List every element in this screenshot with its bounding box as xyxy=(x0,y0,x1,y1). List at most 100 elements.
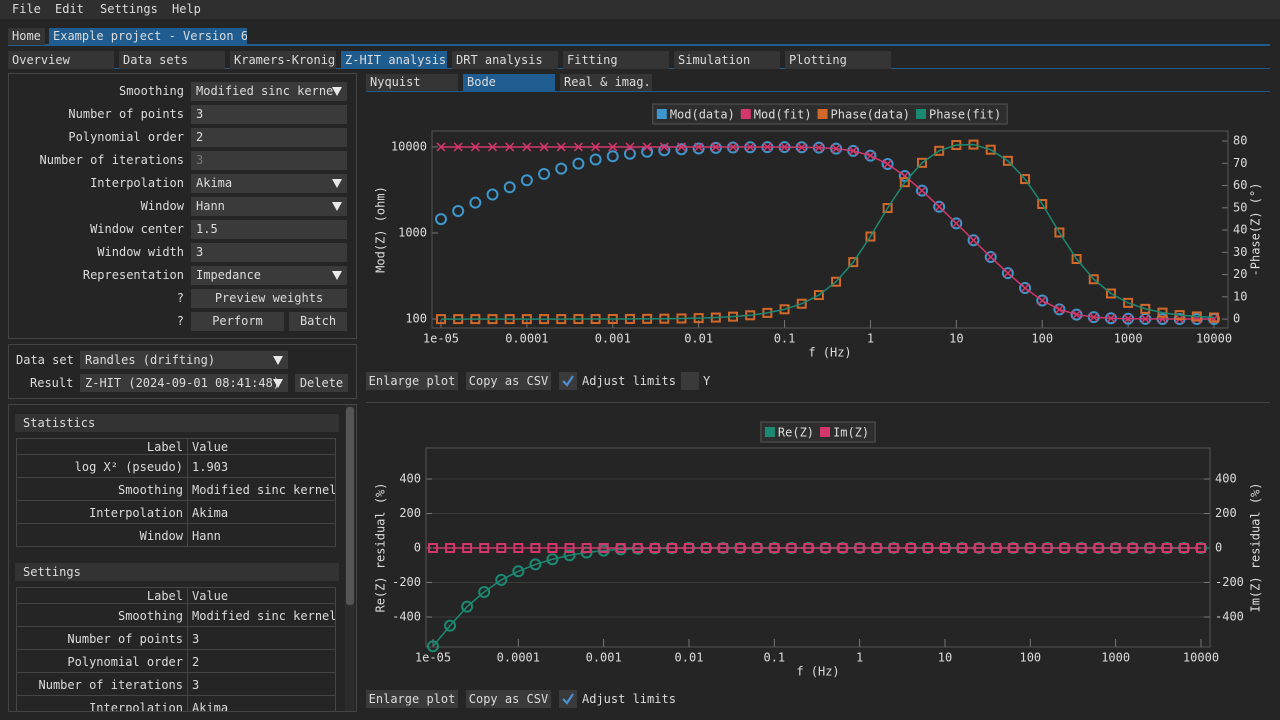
data-point xyxy=(865,151,875,161)
tab[interactable]: Kramers-Kronig xyxy=(230,51,336,69)
data-point xyxy=(718,543,729,554)
data-point xyxy=(591,142,601,152)
data-point xyxy=(486,188,499,201)
tab[interactable]: Data sets xyxy=(119,51,225,69)
dropdown[interactable]: Akima xyxy=(191,174,347,193)
y2-tick-label: 10 xyxy=(1233,289,1247,303)
menu-item[interactable]: Edit xyxy=(55,2,84,16)
data-point xyxy=(905,543,916,554)
data-point xyxy=(469,196,482,209)
data-point xyxy=(573,142,583,152)
plot-tab[interactable]: Nyquist xyxy=(366,74,458,91)
field-label: Polynomial order xyxy=(68,130,184,144)
data-point xyxy=(658,144,671,157)
input-field[interactable]: 1.5 xyxy=(191,220,347,239)
legend-swatch xyxy=(915,109,926,119)
project-tab[interactable]: Home xyxy=(8,28,45,45)
data-point xyxy=(831,276,842,287)
checkbox[interactable] xyxy=(681,372,699,390)
menu-item[interactable]: File xyxy=(12,2,41,16)
data-point xyxy=(694,142,704,152)
plot-tab[interactable]: Real & imag. xyxy=(560,74,652,91)
dropdown[interactable]: Randles (drifting) xyxy=(80,351,288,369)
y2-axis-label: -Phase(Z) (°) xyxy=(1249,183,1263,277)
data-point xyxy=(434,213,447,226)
section-header[interactable]: Settings xyxy=(15,563,339,581)
y-tick-label: 1000 xyxy=(398,225,427,239)
data-point xyxy=(814,143,824,153)
data-point xyxy=(883,159,893,169)
data-point xyxy=(452,205,465,218)
y2-tick-label: 50 xyxy=(1233,200,1247,214)
data-point xyxy=(968,235,979,245)
section-header[interactable]: Statistics xyxy=(15,414,339,432)
checkbox-label[interactable]: Adjust limits xyxy=(582,692,676,706)
input-field[interactable]: 3 xyxy=(191,105,347,124)
legend-label: Mod(data) xyxy=(670,108,735,122)
x-tick-label: 10 xyxy=(938,651,952,665)
help-marker[interactable]: ? xyxy=(176,314,184,328)
tab[interactable]: Z-HIT analysis xyxy=(341,51,447,69)
data-point xyxy=(1019,282,1032,295)
data-point xyxy=(984,250,997,263)
tab[interactable]: DRT analysis xyxy=(452,51,558,69)
data-point xyxy=(709,141,722,154)
tab[interactable]: Fitting xyxy=(563,51,669,69)
input-field[interactable]: 3 xyxy=(191,243,347,262)
scrollbar-thumb[interactable] xyxy=(346,407,354,605)
dropdown[interactable]: Impedance xyxy=(191,266,347,285)
tab[interactable]: Overview xyxy=(8,51,114,69)
button[interactable]: Enlarge plot xyxy=(366,690,458,708)
project-tab[interactable]: Example project - Version 6 xyxy=(49,28,247,45)
data-point xyxy=(1037,199,1048,210)
plot-tab-underline xyxy=(366,91,1270,92)
checkbox-label[interactable]: Adjust limits xyxy=(582,374,676,388)
field-label: Window center xyxy=(90,222,184,236)
button[interactable]: Batch xyxy=(289,312,347,331)
data-point xyxy=(934,202,944,212)
field-label: Number of points xyxy=(68,107,184,121)
dropdown[interactable]: Hann xyxy=(191,197,347,216)
data-point xyxy=(831,144,841,154)
y2-tick-label: -200 xyxy=(1215,575,1244,589)
dropdown[interactable]: Modified sinc kerne xyxy=(191,82,347,101)
field-label: Smoothing xyxy=(118,84,184,98)
checkbox[interactable] xyxy=(559,372,577,390)
data-point xyxy=(1020,283,1030,293)
y2-tick-label: 400 xyxy=(1215,472,1237,486)
checkbox[interactable] xyxy=(559,690,577,708)
data-point xyxy=(915,184,928,197)
data-point xyxy=(1036,294,1049,307)
x-axis-label: f (Hz) xyxy=(796,665,839,679)
data-point xyxy=(479,543,490,554)
checkbox-label[interactable]: Y xyxy=(703,374,711,388)
field-label: Interpolation xyxy=(90,176,184,190)
data-point xyxy=(934,145,945,156)
data-point xyxy=(803,543,814,554)
menu-item[interactable]: Settings xyxy=(100,2,158,16)
series-line xyxy=(440,146,1215,320)
checkmark-path xyxy=(562,693,574,705)
plot-tab[interactable]: Bode xyxy=(463,74,555,91)
button[interactable]: Copy as CSV xyxy=(466,372,551,390)
button[interactable]: Preview weights xyxy=(191,289,347,308)
data-point xyxy=(985,144,996,155)
button[interactable]: Delete xyxy=(295,374,348,392)
tab[interactable]: Simulation xyxy=(674,51,780,69)
button[interactable]: Enlarge plot xyxy=(366,372,458,390)
button[interactable]: Copy as CSV xyxy=(466,690,551,708)
help-marker[interactable]: ? xyxy=(176,291,184,305)
data-point xyxy=(780,142,790,152)
dropdown[interactable]: Z-HIT (2024-09-01 08:41:48) xyxy=(80,374,288,392)
x-tick-label: 1e-05 xyxy=(415,651,451,665)
button[interactable]: Perform xyxy=(191,312,284,331)
data-point xyxy=(505,142,515,152)
menu-item[interactable]: Help xyxy=(172,2,201,16)
data-point xyxy=(1195,543,1206,554)
data-point xyxy=(762,142,772,152)
input-field[interactable]: 2 xyxy=(191,128,347,147)
input-field: 3 xyxy=(191,151,347,170)
legend-label: Phase(fit) xyxy=(929,108,1001,122)
tab[interactable]: Plotting xyxy=(785,51,891,69)
